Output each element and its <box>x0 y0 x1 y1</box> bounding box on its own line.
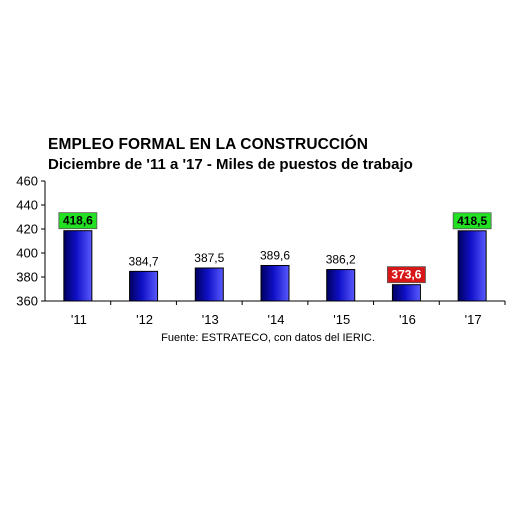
bar <box>391 284 421 302</box>
chart-bars <box>63 230 487 302</box>
data-label-highlight <box>387 266 426 284</box>
bar <box>457 230 487 302</box>
x-tick-label: '14 <box>268 312 285 327</box>
bar <box>194 267 224 302</box>
data-label-highlight <box>452 212 492 230</box>
data-label: 384,7 <box>129 254 159 268</box>
x-tick-label: '15 <box>333 312 350 327</box>
chart-source-note: Fuente: ESTRATECO, con datos del IERIC. <box>161 332 375 344</box>
bar <box>129 270 159 302</box>
data-label: 373,6 <box>391 268 421 282</box>
data-label: 418,5 <box>457 214 487 228</box>
data-label-highlight <box>58 212 98 230</box>
chart-subtitle: Diciembre de '11 a '17 - Miles de puesto… <box>48 156 413 173</box>
x-tick-label: '11 <box>71 312 87 327</box>
bar <box>63 230 93 302</box>
data-label: 386,2 <box>326 253 356 267</box>
y-tick-label: 440 <box>16 198 38 213</box>
y-tick-label: 420 <box>16 222 38 237</box>
data-label: 389,6 <box>260 248 290 262</box>
chart-data-labels: 418,6 384,7 387,5 389,6 386,2 373,6 418,5 <box>58 212 492 284</box>
bar <box>326 269 356 302</box>
y-tick-label: 360 <box>16 294 38 309</box>
x-tick-label: '13 <box>202 312 219 327</box>
x-tick-label: '12 <box>136 312 153 327</box>
y-tick-label: 400 <box>16 246 38 261</box>
chart-axes: 360 380 400 420 440 460 '11 '12 '13 '14 '15 '16 '17 <box>16 174 506 327</box>
data-label: 418,6 <box>63 214 93 228</box>
y-tick-label: 380 <box>16 270 38 285</box>
data-label: 387,5 <box>194 251 224 265</box>
bar <box>260 264 290 302</box>
x-tick-label: '16 <box>399 312 416 327</box>
x-tick-label: '17 <box>465 312 482 327</box>
y-tick-label: 460 <box>16 174 38 189</box>
chart-title: EMPLEO FORMAL EN LA CONSTRUCCIÓN <box>48 136 369 153</box>
